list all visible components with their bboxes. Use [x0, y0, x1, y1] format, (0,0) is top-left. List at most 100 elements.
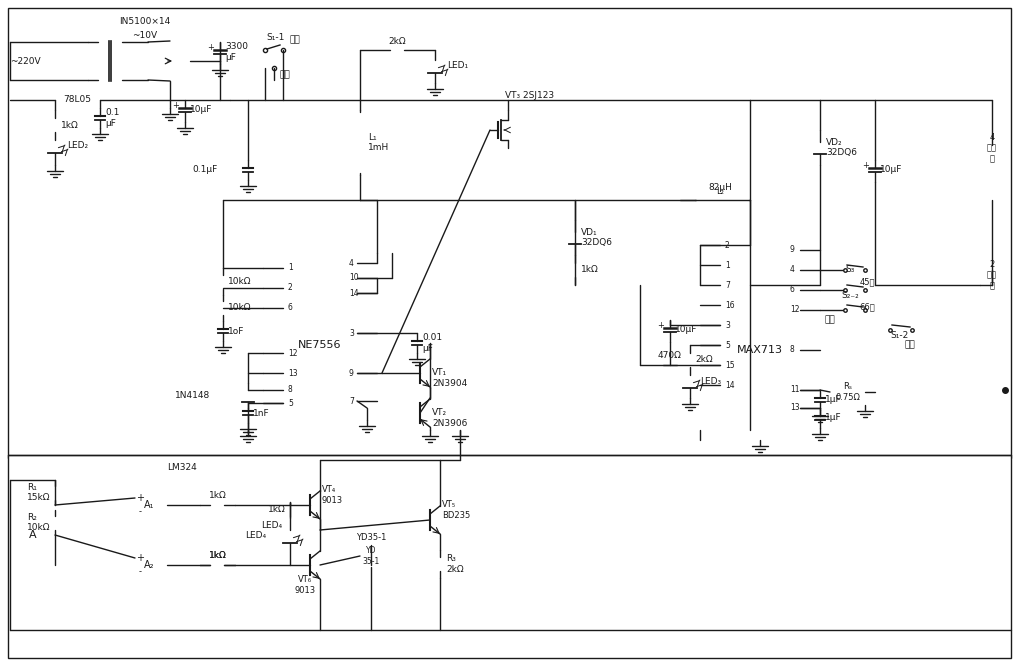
Text: NE7556: NE7556: [299, 340, 341, 350]
Circle shape: [246, 97, 251, 103]
Text: IN5100×14: IN5100×14: [119, 17, 170, 27]
Polygon shape: [135, 490, 167, 520]
Text: 1μF: 1μF: [825, 414, 842, 422]
Text: S₃: S₃: [846, 266, 855, 274]
Polygon shape: [48, 140, 62, 153]
Bar: [980, 145, 1005, 200]
Text: LM324: LM324: [167, 462, 197, 472]
Text: 4
节电
池: 4 节电 池: [987, 133, 997, 163]
Text: 10μF: 10μF: [880, 165, 903, 174]
Text: 1kΩ: 1kΩ: [268, 505, 285, 515]
Circle shape: [573, 198, 578, 202]
Bar: [115, 475, 250, 615]
Text: VT₁
2N3904: VT₁ 2N3904: [432, 368, 468, 388]
Circle shape: [428, 340, 432, 346]
Text: ~10V: ~10V: [132, 31, 158, 39]
Bar: [211, 561, 224, 569]
Text: 14: 14: [348, 288, 359, 298]
Bar: [51, 486, 59, 500]
Circle shape: [246, 400, 251, 406]
Text: +: +: [172, 101, 179, 111]
Bar: [219, 274, 227, 288]
Text: A₂: A₂: [144, 560, 154, 570]
Circle shape: [246, 350, 251, 356]
Circle shape: [220, 266, 225, 270]
Circle shape: [287, 503, 292, 507]
Text: 9: 9: [790, 246, 795, 254]
Text: 2
节电
池: 2 节电 池: [987, 260, 997, 290]
Bar: [286, 503, 294, 517]
Polygon shape: [150, 41, 190, 81]
Circle shape: [280, 97, 285, 103]
Circle shape: [217, 59, 222, 63]
Circle shape: [220, 318, 225, 324]
Text: 4: 4: [348, 258, 354, 268]
Text: 66分: 66分: [859, 302, 875, 312]
Bar: [436, 557, 444, 571]
Bar: [219, 301, 227, 315]
Text: 5: 5: [725, 340, 730, 350]
Text: 1kΩ: 1kΩ: [209, 551, 226, 561]
Polygon shape: [814, 141, 826, 153]
Text: 放电: 放电: [905, 340, 915, 350]
Text: 10kΩ: 10kΩ: [228, 304, 252, 312]
Circle shape: [358, 97, 363, 103]
Text: 5: 5: [288, 398, 292, 408]
Text: VT₃ 2SJ123: VT₃ 2SJ123: [505, 91, 554, 99]
Circle shape: [678, 198, 683, 202]
Text: 0.1
μF: 0.1 μF: [105, 109, 119, 128]
Text: VT₂
2N3906: VT₂ 2N3906: [432, 408, 468, 428]
Circle shape: [358, 198, 363, 202]
Text: Rₛ
0.75Ω: Rₛ 0.75Ω: [836, 382, 860, 402]
Circle shape: [246, 388, 251, 392]
Text: +: +: [862, 161, 869, 170]
Circle shape: [318, 458, 322, 462]
Text: 9: 9: [348, 368, 354, 378]
Polygon shape: [283, 530, 297, 543]
Text: 6: 6: [790, 286, 795, 294]
Circle shape: [53, 97, 57, 103]
Text: 2: 2: [288, 284, 292, 292]
Bar: [8, 455, 1011, 658]
Text: R₃
2kΩ: R₃ 2kΩ: [446, 554, 464, 573]
Text: 7: 7: [725, 280, 730, 290]
Text: LED₃: LED₃: [700, 376, 721, 386]
Circle shape: [667, 362, 673, 368]
Bar: [720, 230, 800, 430]
Polygon shape: [428, 60, 442, 73]
Bar: [51, 118, 59, 132]
Text: 2kΩ: 2kΩ: [388, 37, 407, 45]
Circle shape: [53, 533, 57, 537]
Text: 1: 1: [725, 260, 730, 270]
Text: LED₂: LED₂: [67, 141, 88, 151]
Text: -: -: [139, 567, 142, 577]
Text: S₁-2: S₁-2: [891, 330, 909, 340]
Circle shape: [817, 282, 822, 288]
Text: 1: 1: [288, 264, 292, 272]
Bar: [211, 501, 224, 509]
Circle shape: [375, 198, 379, 202]
Text: MAX713: MAX713: [737, 345, 783, 355]
Text: 12: 12: [288, 348, 298, 358]
Text: 78L05: 78L05: [63, 95, 91, 105]
Circle shape: [573, 282, 578, 288]
Text: 6: 6: [288, 304, 292, 312]
Text: 2: 2: [725, 240, 730, 250]
Text: VT₆
9013: VT₆ 9013: [294, 575, 316, 595]
Bar: [663, 361, 677, 369]
Text: 7: 7: [348, 396, 354, 406]
Polygon shape: [135, 550, 167, 580]
Text: 15: 15: [725, 360, 735, 370]
Circle shape: [748, 242, 752, 248]
Text: 3300
μF: 3300 μF: [225, 43, 248, 62]
Text: 1oF: 1oF: [228, 326, 245, 336]
Text: 10μF: 10μF: [190, 105, 212, 115]
Text: +: +: [136, 553, 144, 563]
Text: 1kΩ: 1kΩ: [581, 266, 599, 274]
Text: 4: 4: [790, 266, 795, 274]
Circle shape: [246, 406, 251, 410]
Text: 10μF: 10μF: [675, 326, 697, 334]
Bar: [686, 353, 694, 367]
Text: 14: 14: [725, 380, 735, 390]
Polygon shape: [683, 375, 697, 388]
